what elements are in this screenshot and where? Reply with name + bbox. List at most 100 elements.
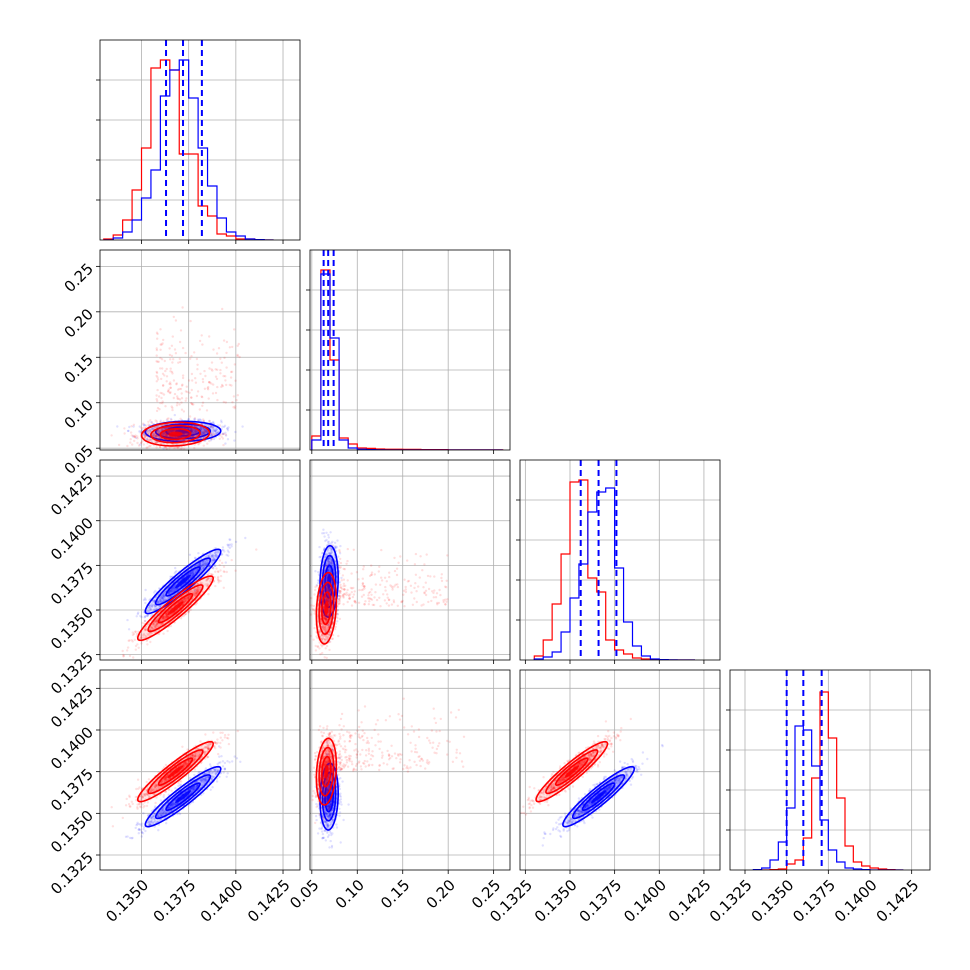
scatter-point (197, 587, 200, 591)
scatter-point (139, 441, 143, 445)
scatter-point (224, 434, 228, 437)
scatter-point (203, 428, 206, 432)
scatter-point (221, 546, 225, 549)
scatter-point (191, 430, 194, 433)
scatter-point (222, 548, 225, 552)
scatter-point (143, 436, 147, 439)
scatter-point (159, 600, 162, 604)
scatter-point (197, 419, 200, 422)
scatter-point (190, 429, 194, 432)
scatter-point (142, 598, 146, 602)
scatter-point (180, 401, 183, 404)
scatter-point (216, 570, 220, 573)
scatter-point (201, 401, 205, 404)
scatter-point (190, 428, 193, 432)
scatter-point (163, 595, 166, 598)
scatter-point (133, 435, 137, 439)
scatter-point (190, 372, 194, 376)
scatter-point (147, 423, 150, 426)
scatter-point (182, 601, 186, 604)
scatter-point (165, 615, 168, 618)
scatter-point (188, 391, 191, 394)
scatter-point (168, 429, 172, 433)
scatter-point (170, 588, 173, 591)
scatter-point (215, 555, 218, 559)
scatter-point (222, 586, 225, 589)
scatter-point (206, 387, 209, 390)
scatter-point (202, 567, 205, 570)
scatter-point (191, 571, 195, 574)
scatter-point (220, 435, 223, 438)
scatter-point (205, 431, 208, 434)
scatter-point (153, 605, 157, 608)
scatter-point (224, 431, 227, 434)
scatter-point (225, 366, 228, 369)
scatter-point (168, 391, 172, 395)
scatter-point (206, 442, 209, 445)
scatter-point (192, 573, 195, 577)
scatter-point (201, 431, 204, 435)
scatter-point (169, 590, 172, 593)
scatter-point (201, 431, 204, 434)
scatter-point (122, 654, 126, 658)
scatter-point (137, 646, 140, 649)
scatter-point (172, 429, 175, 433)
scatter-point (169, 589, 173, 592)
scatter-point (155, 380, 158, 383)
scatter-point (211, 554, 214, 557)
scatter-point (312, 604, 315, 608)
scatter-point (151, 427, 154, 430)
scatter-point (170, 590, 174, 593)
scatter-point (164, 405, 167, 408)
scatter-point (132, 423, 136, 426)
scatter-point (150, 613, 153, 616)
scatter-point (143, 597, 147, 600)
scatter-point (211, 559, 215, 562)
scatter-point (169, 367, 172, 370)
scatter-point (224, 401, 227, 404)
scatter-point (145, 610, 149, 613)
scatter-point (155, 446, 158, 449)
scatter-point (159, 623, 162, 626)
panel-background (520, 460, 720, 660)
scatter-point (213, 564, 216, 568)
scatter-point (160, 600, 163, 604)
scatter-point (188, 572, 191, 575)
scatter-point (340, 576, 343, 580)
scatter-point (222, 339, 226, 342)
scatter-point (147, 633, 150, 637)
scatter-point (196, 564, 199, 567)
scatter-point (219, 569, 222, 572)
scatter-point (219, 368, 222, 372)
scatter-point (151, 450, 153, 452)
scatter-point (137, 611, 140, 614)
scatter-point (159, 429, 162, 432)
scatter-point (212, 559, 215, 562)
scatter-point (193, 418, 196, 421)
scatter-point (208, 335, 211, 338)
scatter-point (189, 428, 193, 431)
scatter-point (221, 549, 224, 552)
scatter-point (190, 396, 193, 399)
scatter-point (140, 428, 144, 431)
scatter-point (192, 590, 195, 593)
scatter-point (145, 438, 149, 441)
scatter-point (165, 613, 168, 617)
scatter-point (134, 648, 137, 651)
scatter-point (136, 441, 139, 445)
scatter-point (171, 361, 174, 364)
scatter-point (221, 425, 224, 428)
scatter-point (159, 401, 162, 405)
scatter-point (205, 429, 208, 433)
scatter-point (208, 439, 211, 443)
scatter-point (170, 575, 173, 579)
histogram-series-a (753, 691, 904, 870)
scatter-point (183, 598, 186, 601)
scatter-point (153, 434, 156, 437)
scatter-point (155, 347, 158, 350)
scatter-point (233, 363, 236, 366)
scatter-point (210, 561, 214, 564)
scatter-point (214, 555, 218, 559)
scatter-point (159, 598, 162, 602)
scatter-point (142, 443, 145, 446)
